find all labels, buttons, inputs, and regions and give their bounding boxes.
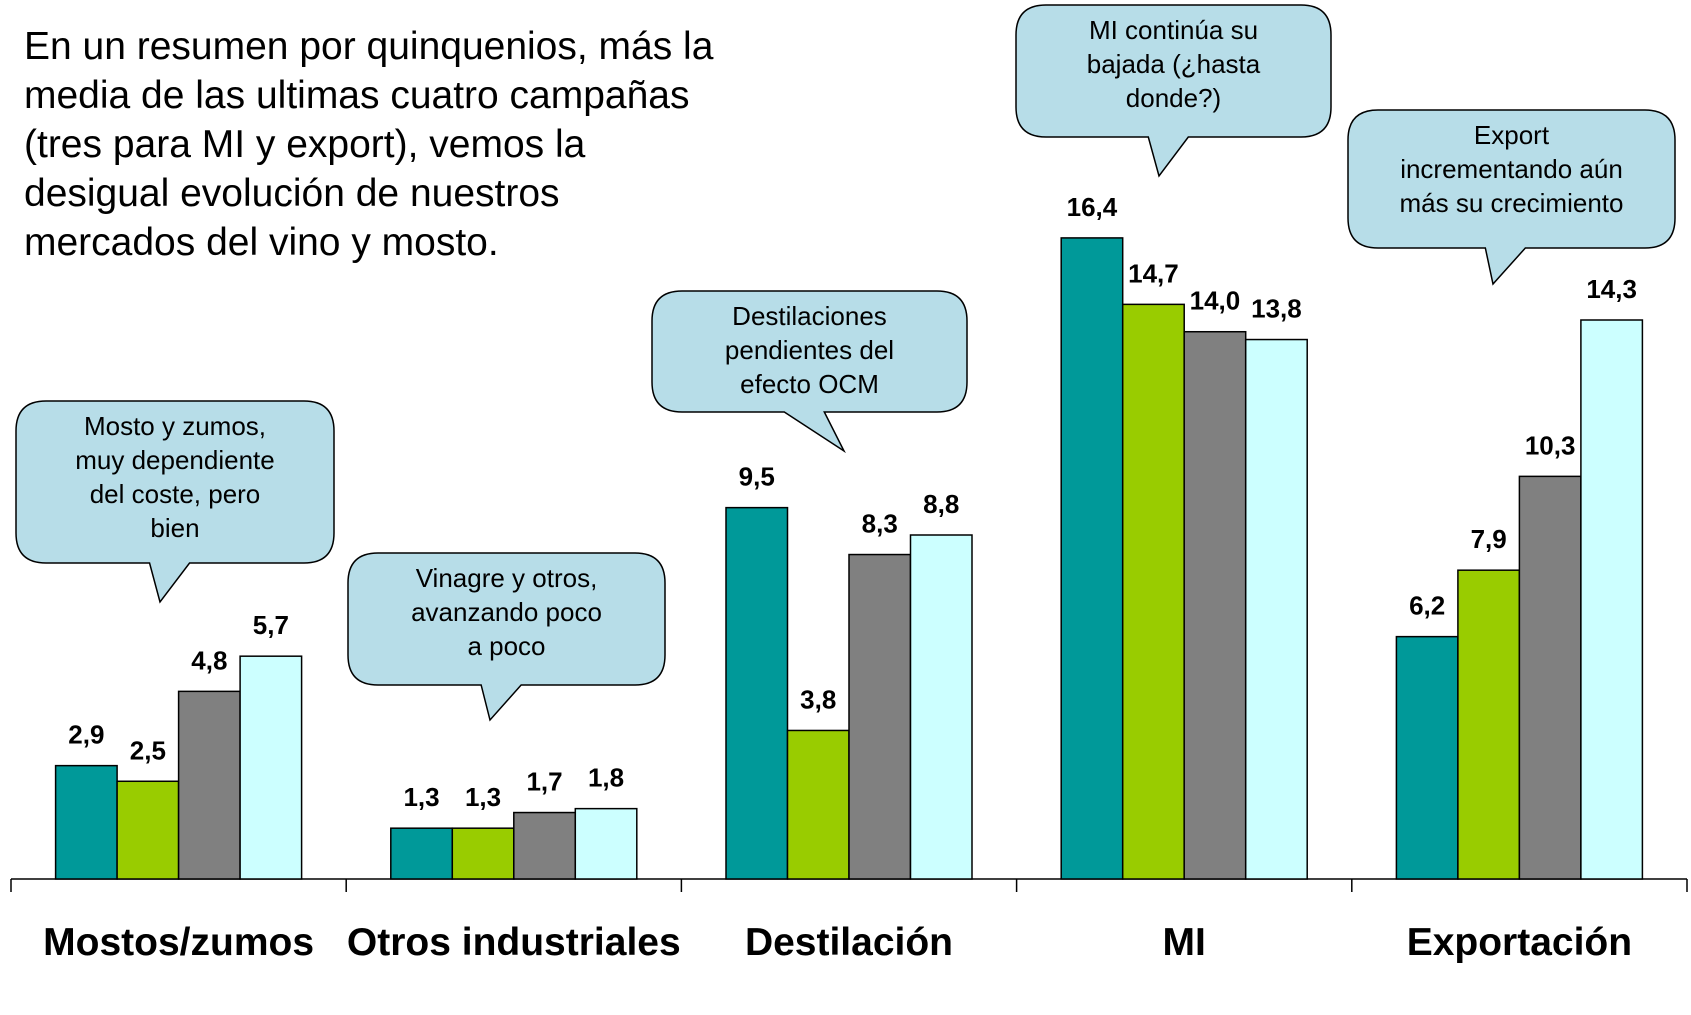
x-tick-label: MI [1162, 921, 1206, 964]
callout-bubble [15, 400, 335, 604]
data-label: 5,7 [253, 610, 289, 640]
bar [1457, 569, 1521, 880]
data-label: 7,9 [1471, 524, 1507, 554]
data-label: 3,8 [800, 684, 836, 714]
data-label: 14,3 [1586, 274, 1637, 304]
bar [909, 534, 973, 880]
data-label: 13,8 [1251, 294, 1302, 324]
chart-title: En un resumen por quinquenios, más la me… [24, 25, 714, 264]
data-label: 4,8 [191, 645, 227, 675]
bar [390, 827, 454, 880]
callout-text: MI continúa su bajada (¿hasta donde?) [1086, 15, 1261, 113]
bar [177, 690, 241, 880]
callout-bubble [347, 552, 666, 722]
data-label: 2,5 [130, 735, 166, 765]
bar [1060, 237, 1124, 880]
callout-text: Mosto y zumos, muy dependiente del coste… [75, 411, 275, 543]
bar [451, 827, 515, 880]
callout-bubble [651, 290, 968, 454]
data-label: 1,3 [465, 782, 501, 812]
data-label: 8,3 [862, 509, 898, 539]
callout-bubble [1347, 109, 1676, 286]
data-label: 1,3 [403, 782, 439, 812]
bar [786, 729, 850, 880]
data-label: 2,9 [68, 720, 104, 750]
data-label: 1,7 [526, 767, 562, 797]
data-label: 10,3 [1525, 430, 1576, 460]
data-label: 6,2 [1409, 591, 1445, 621]
bar [1183, 330, 1247, 880]
bar [513, 811, 577, 880]
x-tick-label: Destilación [744, 921, 954, 964]
data-label: 16,4 [1067, 192, 1118, 222]
callout-bubble [1015, 4, 1332, 178]
data-label: 14,0 [1190, 286, 1241, 316]
bar [848, 553, 912, 880]
bar [1518, 475, 1582, 880]
data-label: 8,8 [923, 489, 959, 519]
bar [574, 807, 638, 880]
callout-text: Vinagre y otros, avanzando poco a poco [411, 563, 602, 661]
bar [116, 780, 180, 880]
x-tick-label: Mostos/zumos [43, 921, 315, 964]
bar [239, 655, 303, 880]
x-tick-label: Otros industriales [346, 921, 681, 964]
bar [1395, 635, 1459, 880]
bar [1244, 338, 1308, 880]
bar [1580, 319, 1644, 880]
bar [1121, 303, 1185, 880]
data-label: 14,7 [1128, 258, 1179, 288]
callout-text: Export incrementando aún más su crecimie… [1399, 120, 1624, 218]
bar [54, 764, 118, 880]
data-label: 1,8 [588, 763, 624, 793]
x-tick-label: Exportación [1406, 921, 1633, 964]
callout-text: Destilaciones pendientes del efecto OCM [724, 301, 895, 399]
bar [725, 506, 789, 880]
data-label: 9,5 [739, 462, 775, 492]
